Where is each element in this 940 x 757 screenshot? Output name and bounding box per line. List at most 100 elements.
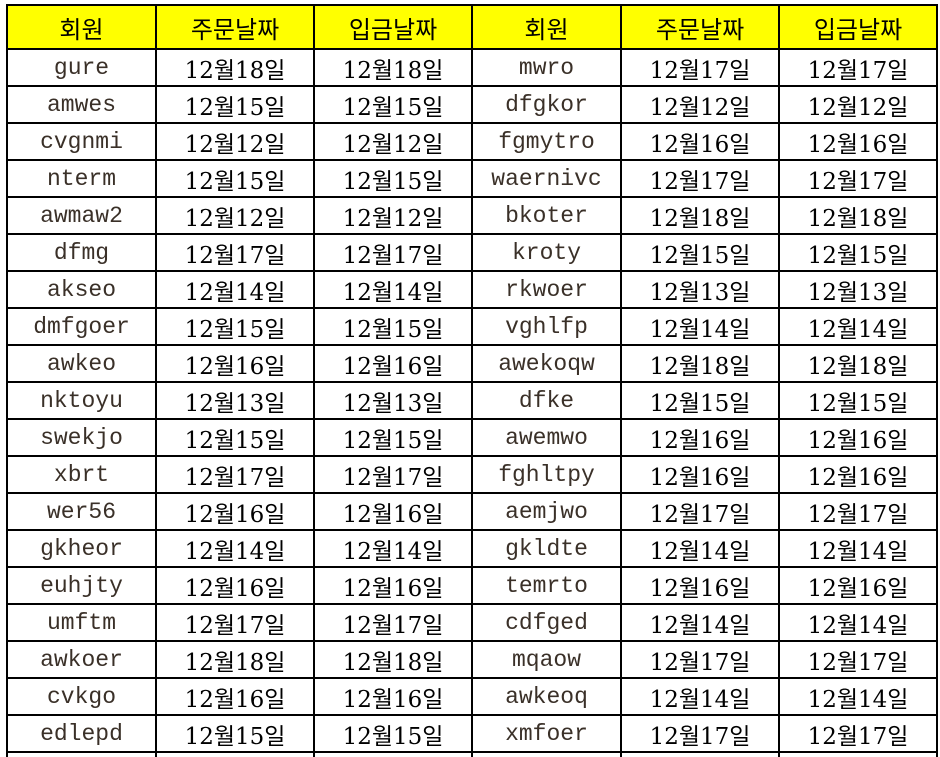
member-cell[interactable]: aemjwo [471,492,622,531]
member-cell[interactable]: waernivc [471,159,622,198]
member-cell[interactable]: temrto [471,566,622,605]
order-date-cell[interactable]: 12월14일 [155,270,315,309]
payment-date-cell[interactable]: 12월16일 [778,566,938,605]
member-cell[interactable]: cvgnmi [6,122,157,161]
header-order-date[interactable]: 주문날짜 [620,4,780,50]
member-cell[interactable]: fgmytro [471,122,622,161]
payment-date-cell[interactable]: 12월14일 [778,603,938,642]
payment-date-cell[interactable]: 12월15일 [778,381,938,420]
member-cell[interactable]: gkldte [471,529,622,568]
member-cell[interactable]: dfmg [6,233,157,272]
order-date-cell[interactable]: 12월14일 [620,677,780,716]
member-cell[interactable]: kroty [471,233,622,272]
order-date-cell[interactable]: 12월17일 [620,492,780,531]
header-order-date[interactable]: 주문날짜 [155,4,315,50]
payment-date-cell[interactable]: 12월15일 [313,159,473,198]
member-cell[interactable]: cvkgo [6,677,157,716]
payment-date-cell[interactable]: 12월12일 [778,85,938,124]
member-cell[interactable]: cdfged [471,603,622,642]
member-cell[interactable]: mwro [471,48,622,87]
payment-date-cell[interactable]: 12월15일 [313,85,473,124]
payment-date-cell[interactable]: 12월15일 [313,714,473,753]
payment-date-cell[interactable]: 12월15일 [313,418,473,457]
order-date-cell[interactable]: 12월14일 [155,529,315,568]
member-cell[interactable]: amwes [6,85,157,124]
member-cell[interactable]: dmfgoer [6,307,157,346]
order-date-cell[interactable]: 12월13일 [620,270,780,309]
order-date-cell[interactable]: 12월17일 [620,714,780,753]
order-date-cell[interactable]: 12월17일 [620,159,780,198]
order-date-cell[interactable]: 12월16일 [620,455,780,494]
payment-date-cell[interactable]: 12월16일 [313,344,473,383]
payment-date-cell[interactable]: 12월15일 [778,233,938,272]
member-cell[interactable]: gure [6,48,157,87]
order-date-cell[interactable]: 12월15일 [620,233,780,272]
order-date-cell[interactable]: 12월14일 [620,529,780,568]
member-cell[interactable]: nktoyu [6,381,157,420]
order-date-cell[interactable]: 12월16일 [620,418,780,457]
order-date-cell[interactable]: 12월16일 [155,492,315,531]
order-date-cell[interactable]: 12월15일 [155,85,315,124]
order-date-cell[interactable]: 12월17일 [155,455,315,494]
payment-date-cell[interactable]: 12월17일 [313,603,473,642]
payment-date-cell[interactable]: 12월15일 [313,307,473,346]
payment-date-cell[interactable]: 12월17일 [313,233,473,272]
payment-date-cell[interactable]: 12월17일 [778,48,938,87]
order-date-cell[interactable]: 12월15일 [155,159,315,198]
empty-cell[interactable] [620,751,780,757]
order-date-cell[interactable]: 12월16일 [155,566,315,605]
member-cell[interactable]: xmfoer [471,714,622,753]
order-date-cell[interactable]: 12월12일 [620,85,780,124]
payment-date-cell[interactable]: 12월16일 [778,418,938,457]
member-cell[interactable]: umftm [6,603,157,642]
order-date-cell[interactable]: 12월17일 [155,233,315,272]
order-date-cell[interactable]: 12월16일 [155,677,315,716]
payment-date-cell[interactable]: 12월17일 [778,640,938,679]
order-date-cell[interactable]: 12월13일 [155,381,315,420]
payment-date-cell[interactable]: 12월13일 [778,270,938,309]
payment-date-cell[interactable]: 12월16일 [313,492,473,531]
order-date-cell[interactable]: 12월12일 [155,122,315,161]
order-date-cell[interactable]: 12월17일 [620,48,780,87]
header-payment-date[interactable]: 입금날짜 [778,4,938,50]
member-cell[interactable]: euhjty [6,566,157,605]
payment-date-cell[interactable]: 12월12일 [313,122,473,161]
header-payment-date[interactable]: 입금날짜 [313,4,473,50]
payment-date-cell[interactable]: 12월14일 [313,529,473,568]
payment-date-cell[interactable]: 12월18일 [313,48,473,87]
member-cell[interactable]: swekjo [6,418,157,457]
order-date-cell[interactable]: 12월18일 [155,48,315,87]
payment-date-cell[interactable]: 12월13일 [313,381,473,420]
member-cell[interactable]: nterm [6,159,157,198]
member-cell[interactable]: mqaow [471,640,622,679]
payment-date-cell[interactable]: 12월18일 [778,344,938,383]
member-cell[interactable]: edlepd [6,714,157,753]
order-date-cell[interactable]: 12월16일 [155,344,315,383]
member-cell[interactable]: bkoter [471,196,622,235]
header-member[interactable]: 회원 [6,4,157,50]
payment-date-cell[interactable]: 12월14일 [313,270,473,309]
member-cell[interactable]: fghltpy [471,455,622,494]
member-cell[interactable]: awkoer [6,640,157,679]
order-date-cell[interactable]: 12월14일 [620,307,780,346]
member-cell[interactable]: wer56 [6,492,157,531]
empty-cell[interactable] [155,751,315,757]
member-cell[interactable]: gkheor [6,529,157,568]
member-cell[interactable]: awmaw2 [6,196,157,235]
order-date-cell[interactable]: 12월17일 [155,603,315,642]
member-cell[interactable]: vghlfp [471,307,622,346]
order-date-cell[interactable]: 12월17일 [620,640,780,679]
member-cell[interactable]: dfgkor [471,85,622,124]
payment-date-cell[interactable]: 12월12일 [313,196,473,235]
empty-cell[interactable] [6,751,157,757]
member-cell[interactable]: awkeo [6,344,157,383]
member-cell[interactable]: awemwo [471,418,622,457]
payment-date-cell[interactable]: 12월17일 [778,492,938,531]
order-date-cell[interactable]: 12월18일 [620,196,780,235]
empty-cell[interactable] [778,751,938,757]
payment-date-cell[interactable]: 12월16일 [313,566,473,605]
payment-date-cell[interactable]: 12월18일 [313,640,473,679]
payment-date-cell[interactable]: 12월16일 [778,455,938,494]
payment-date-cell[interactable]: 12월18일 [778,196,938,235]
member-cell[interactable]: rkwoer [471,270,622,309]
